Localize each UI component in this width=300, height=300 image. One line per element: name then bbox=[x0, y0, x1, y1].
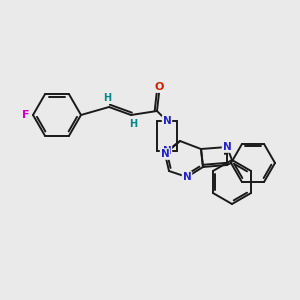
Text: H: H bbox=[129, 119, 137, 129]
Text: N: N bbox=[183, 172, 191, 182]
Text: F: F bbox=[22, 110, 30, 120]
Text: O: O bbox=[154, 82, 164, 92]
Text: N: N bbox=[160, 149, 169, 159]
Text: N: N bbox=[163, 146, 171, 156]
Text: N: N bbox=[223, 142, 231, 152]
Text: N: N bbox=[163, 116, 171, 126]
Text: H: H bbox=[103, 93, 111, 103]
